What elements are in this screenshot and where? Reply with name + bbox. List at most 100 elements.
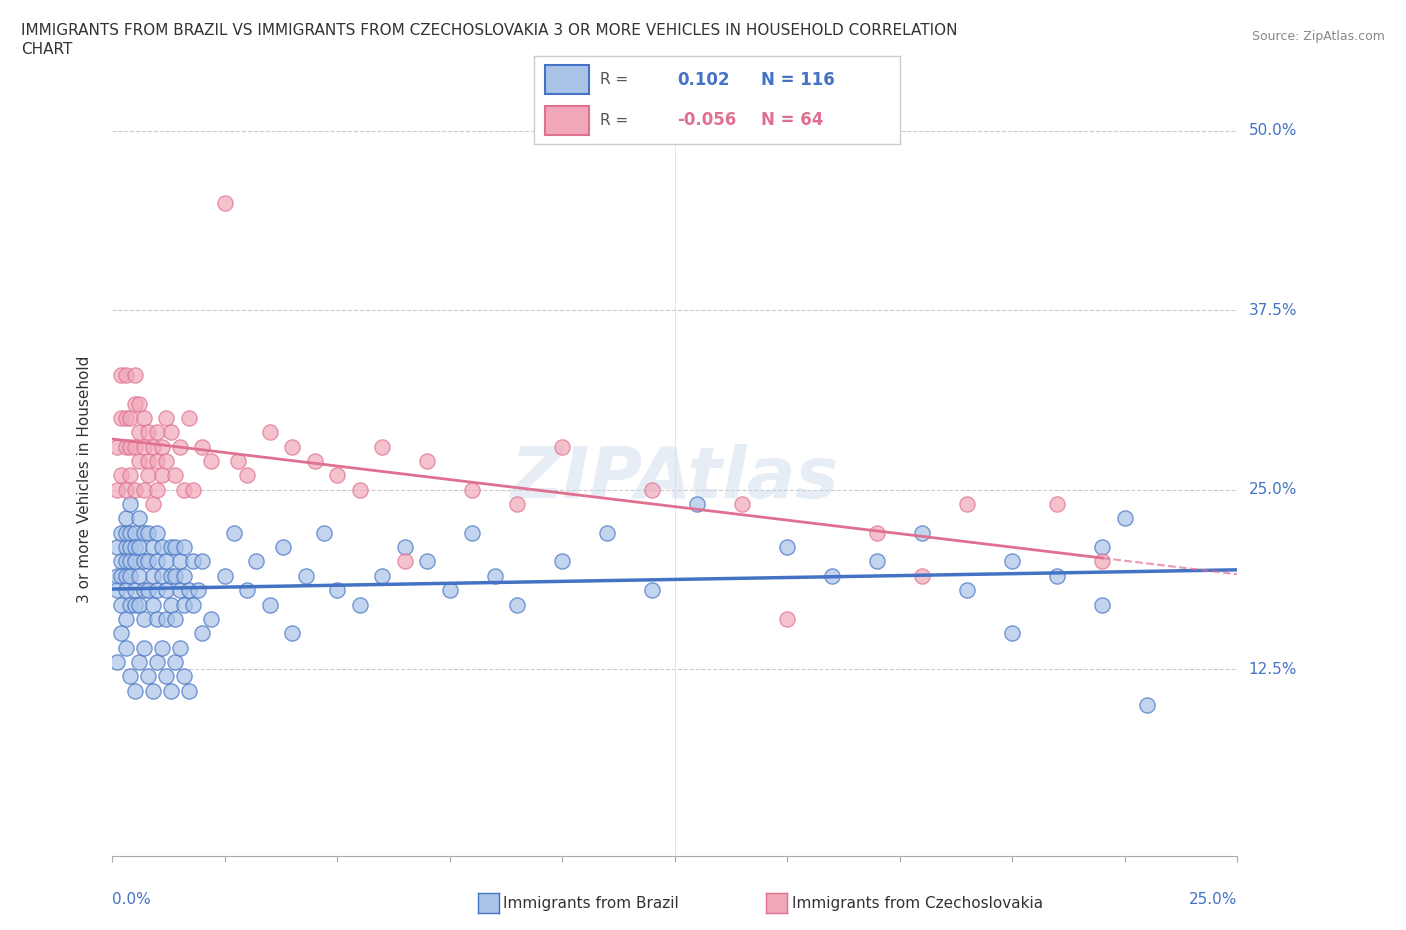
Point [160, 425, 183, 440]
Point [120, 497, 142, 512]
Point [132, 583, 155, 598]
Point [115, 640, 138, 655]
Point [124, 525, 146, 540]
Point [146, 554, 169, 569]
Point [128, 396, 150, 411]
Point [124, 483, 146, 498]
Point [596, 525, 619, 540]
Point [115, 568, 138, 583]
Point [236, 468, 259, 483]
Point [326, 468, 349, 483]
Point [911, 568, 934, 583]
Point [169, 554, 191, 569]
Point [236, 583, 259, 598]
Point [138, 468, 160, 483]
Point [128, 568, 150, 583]
Point [124, 554, 146, 569]
Text: 0.0%: 0.0% [112, 892, 152, 907]
Point [155, 554, 177, 569]
Point [124, 539, 146, 554]
Text: 25.0%: 25.0% [1249, 483, 1296, 498]
Text: N = 64: N = 64 [761, 112, 824, 129]
Point [177, 583, 200, 598]
Point [115, 511, 138, 525]
Point [138, 425, 160, 440]
Point [128, 511, 150, 525]
Point [439, 583, 461, 598]
Point [484, 568, 506, 583]
Point [132, 640, 155, 655]
Point [1091, 539, 1114, 554]
Point [312, 525, 335, 540]
Text: ZIPAtlas: ZIPAtlas [510, 445, 839, 513]
Point [128, 454, 150, 469]
Text: R =: R = [600, 73, 628, 87]
Text: 0.102: 0.102 [676, 71, 730, 88]
FancyBboxPatch shape [546, 106, 589, 136]
Point [120, 439, 142, 454]
Point [169, 640, 191, 655]
Point [551, 439, 574, 454]
Point [128, 655, 150, 670]
Point [105, 583, 128, 598]
Point [506, 497, 529, 512]
Y-axis label: 3 or more Vehicles in Household: 3 or more Vehicles in Household [77, 355, 91, 603]
Point [146, 583, 169, 598]
Point [132, 611, 155, 626]
Point [110, 468, 132, 483]
Point [245, 554, 267, 569]
Point [173, 669, 195, 684]
Point [115, 483, 138, 498]
Point [110, 568, 132, 583]
Point [866, 554, 889, 569]
Point [461, 483, 484, 498]
Point [155, 583, 177, 598]
Point [110, 626, 132, 641]
Point [160, 539, 183, 554]
Point [1046, 568, 1069, 583]
Point [349, 483, 371, 498]
Point [138, 669, 160, 684]
Point [155, 410, 177, 425]
Point [146, 483, 169, 498]
Point [169, 439, 191, 454]
Point [146, 425, 169, 440]
Point [1114, 511, 1136, 525]
Text: -0.056: -0.056 [676, 112, 737, 129]
Point [142, 539, 165, 554]
FancyBboxPatch shape [546, 65, 589, 94]
Point [160, 597, 183, 612]
Point [776, 539, 799, 554]
Point [183, 483, 205, 498]
Point [150, 640, 173, 655]
Point [228, 454, 250, 469]
Point [191, 554, 214, 569]
Text: 25.0%: 25.0% [1189, 892, 1237, 907]
Point [641, 483, 664, 498]
Point [173, 539, 195, 554]
Point [120, 597, 142, 612]
Point [120, 539, 142, 554]
Point [146, 655, 169, 670]
Point [641, 583, 664, 598]
Point [115, 525, 138, 540]
Point [105, 483, 128, 498]
Point [115, 410, 138, 425]
Point [416, 554, 439, 569]
Point [115, 554, 138, 569]
Point [128, 425, 150, 440]
Point [371, 439, 394, 454]
Text: R =: R = [600, 113, 628, 127]
Point [956, 583, 979, 598]
Point [115, 539, 138, 554]
Point [124, 439, 146, 454]
Point [110, 554, 132, 569]
Point [326, 583, 349, 598]
Point [911, 525, 934, 540]
Point [776, 611, 799, 626]
Point [150, 439, 173, 454]
Point [150, 539, 173, 554]
Point [281, 626, 304, 641]
Point [461, 525, 484, 540]
Point [1136, 698, 1159, 712]
